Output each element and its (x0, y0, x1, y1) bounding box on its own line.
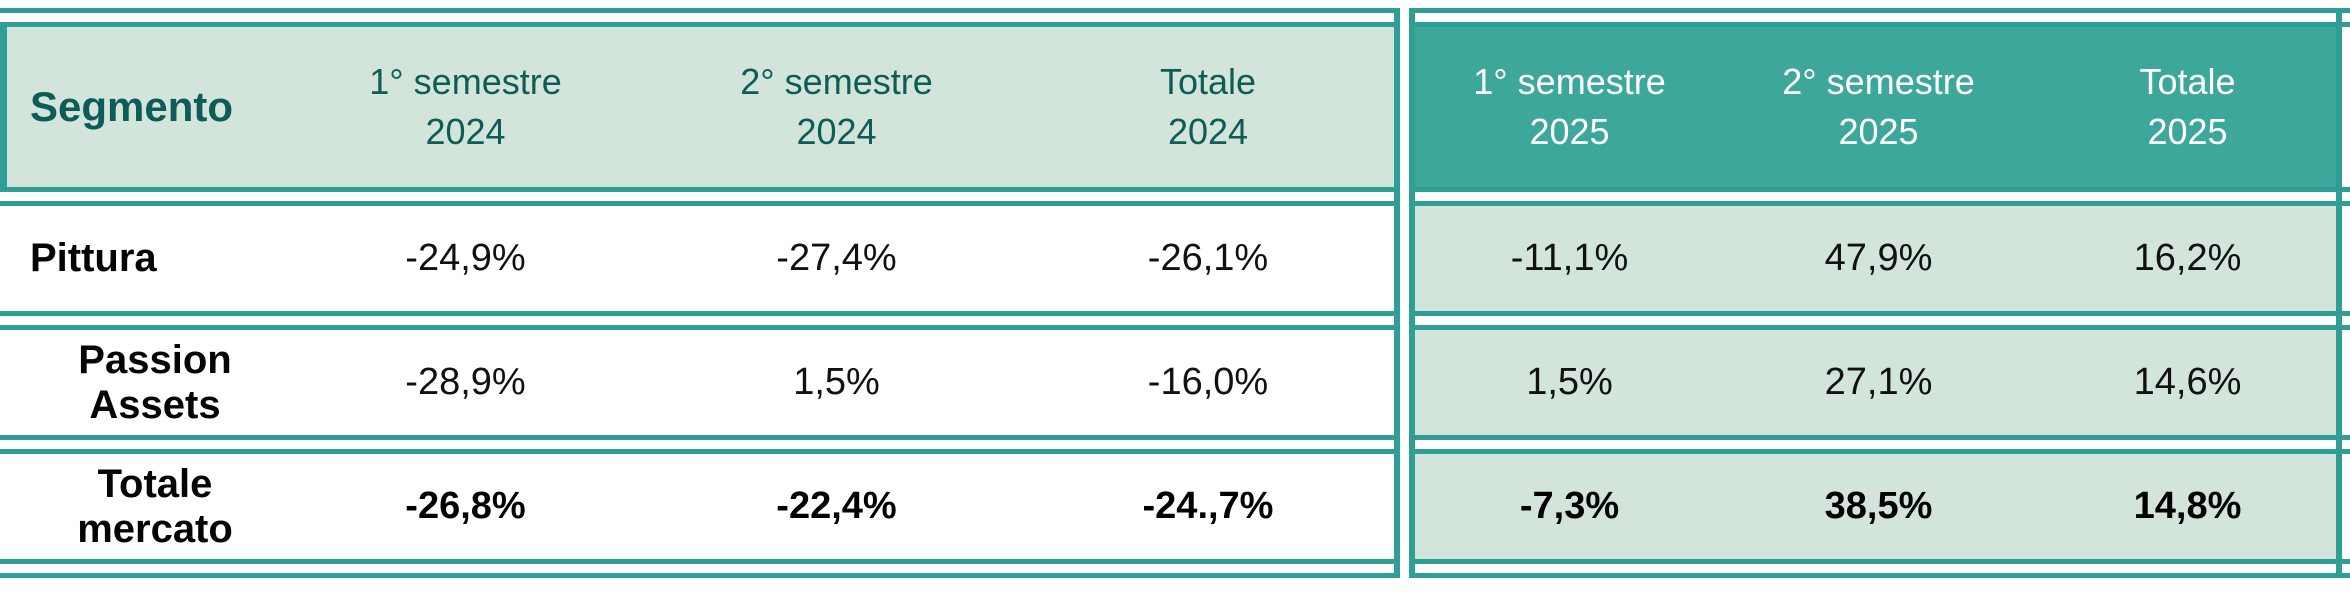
cell-pittura-1sem-2025: -11,1% (1415, 206, 1724, 311)
header-line1: Totale (2139, 61, 2236, 103)
cell-passion-1sem-2025: 1,5% (1415, 330, 1724, 435)
cell-totale-1sem-2025: -7,3% (1415, 454, 1724, 559)
table-row-passion-assets: Passion Assets -28,9% 1,5% -16,0% 1,5% 2… (0, 330, 2350, 435)
column-header-1-semestre-2024: 1° semestre 2024 (280, 27, 651, 187)
row-label: Passion Assets (0, 330, 280, 435)
header-line1: Totale (1159, 61, 1257, 103)
header-line1: 2° semestre (740, 61, 933, 103)
cell-pittura-1sem-2024: -24,9% (280, 206, 651, 311)
cell-pittura-2sem-2024: -27,4% (651, 206, 1022, 311)
cell-passion-2sem-2024: 1,5% (651, 330, 1022, 435)
row-label: Totale mercato (0, 454, 280, 559)
table-header-row: Segmento 1° semestre 2024 2° semestre 20… (0, 27, 2350, 187)
column-header-2-semestre-2025: 2° semestre 2025 (1724, 27, 2033, 187)
header-line2: 2025 (1529, 111, 1610, 152)
header-line2: 2024 (425, 111, 506, 152)
cell-passion-totale-2025: 14,6% (2033, 330, 2342, 435)
column-header-2-semestre-2024: 2° semestre 2024 (651, 27, 1022, 187)
cell-pittura-totale-2025: 16,2% (2033, 206, 2342, 311)
header-line1: 1° semestre (1473, 61, 1666, 103)
cell-totale-2sem-2024: -22,4% (651, 454, 1022, 559)
column-header-totale-2025: Totale 2025 (2033, 27, 2342, 187)
column-header-segmento: Segmento (0, 27, 280, 187)
cell-totale-1sem-2024: -26,8% (280, 454, 651, 559)
cell-passion-2sem-2025: 27,1% (1724, 330, 2033, 435)
cell-totale-totale-2024: -24.,7% (1022, 454, 1394, 559)
header-line2: 2024 (1167, 111, 1249, 152)
header-line2: 2025 (1838, 111, 1919, 152)
cell-pittura-totale-2024: -26,1% (1022, 206, 1394, 311)
table-row-totale-mercato: Totale mercato -26,8% -22,4% -24.,7% -7,… (0, 454, 2350, 559)
cell-totale-totale-2025: 14,8% (2033, 454, 2342, 559)
cell-passion-1sem-2024: -28,9% (280, 330, 651, 435)
header-line2: 2025 (2147, 111, 2228, 152)
header-line1: 1° semestre (369, 61, 562, 103)
table-right-border-line (2336, 8, 2342, 578)
year-sections-divider (1394, 8, 1415, 578)
top-double-rule (0, 8, 2350, 27)
header-bottom-double-rule (0, 187, 2350, 206)
cell-totale-2sem-2025: 38,5% (1724, 454, 2033, 559)
column-header-1-semestre-2025: 1° semestre 2025 (1415, 27, 1724, 187)
table-row-pittura: Pittura -24,9% -27,4% -26,1% -11,1% 47,9… (0, 206, 2350, 311)
cell-pittura-2sem-2025: 47,9% (1724, 206, 2033, 311)
bottom-double-rule (0, 559, 2350, 578)
column-header-totale-2024: Totale 2024 (1022, 27, 1394, 187)
header-line2: 2024 (796, 111, 877, 152)
cell-passion-totale-2024: -16,0% (1022, 330, 1394, 435)
bottom-margin (0, 578, 2350, 592)
header-line1: 2° semestre (1782, 61, 1975, 103)
row-label: Pittura (0, 206, 280, 311)
header-left-border-line (0, 27, 7, 187)
row-double-rule (0, 311, 2350, 330)
row-double-rule (0, 435, 2350, 454)
top-margin (0, 0, 2350, 8)
